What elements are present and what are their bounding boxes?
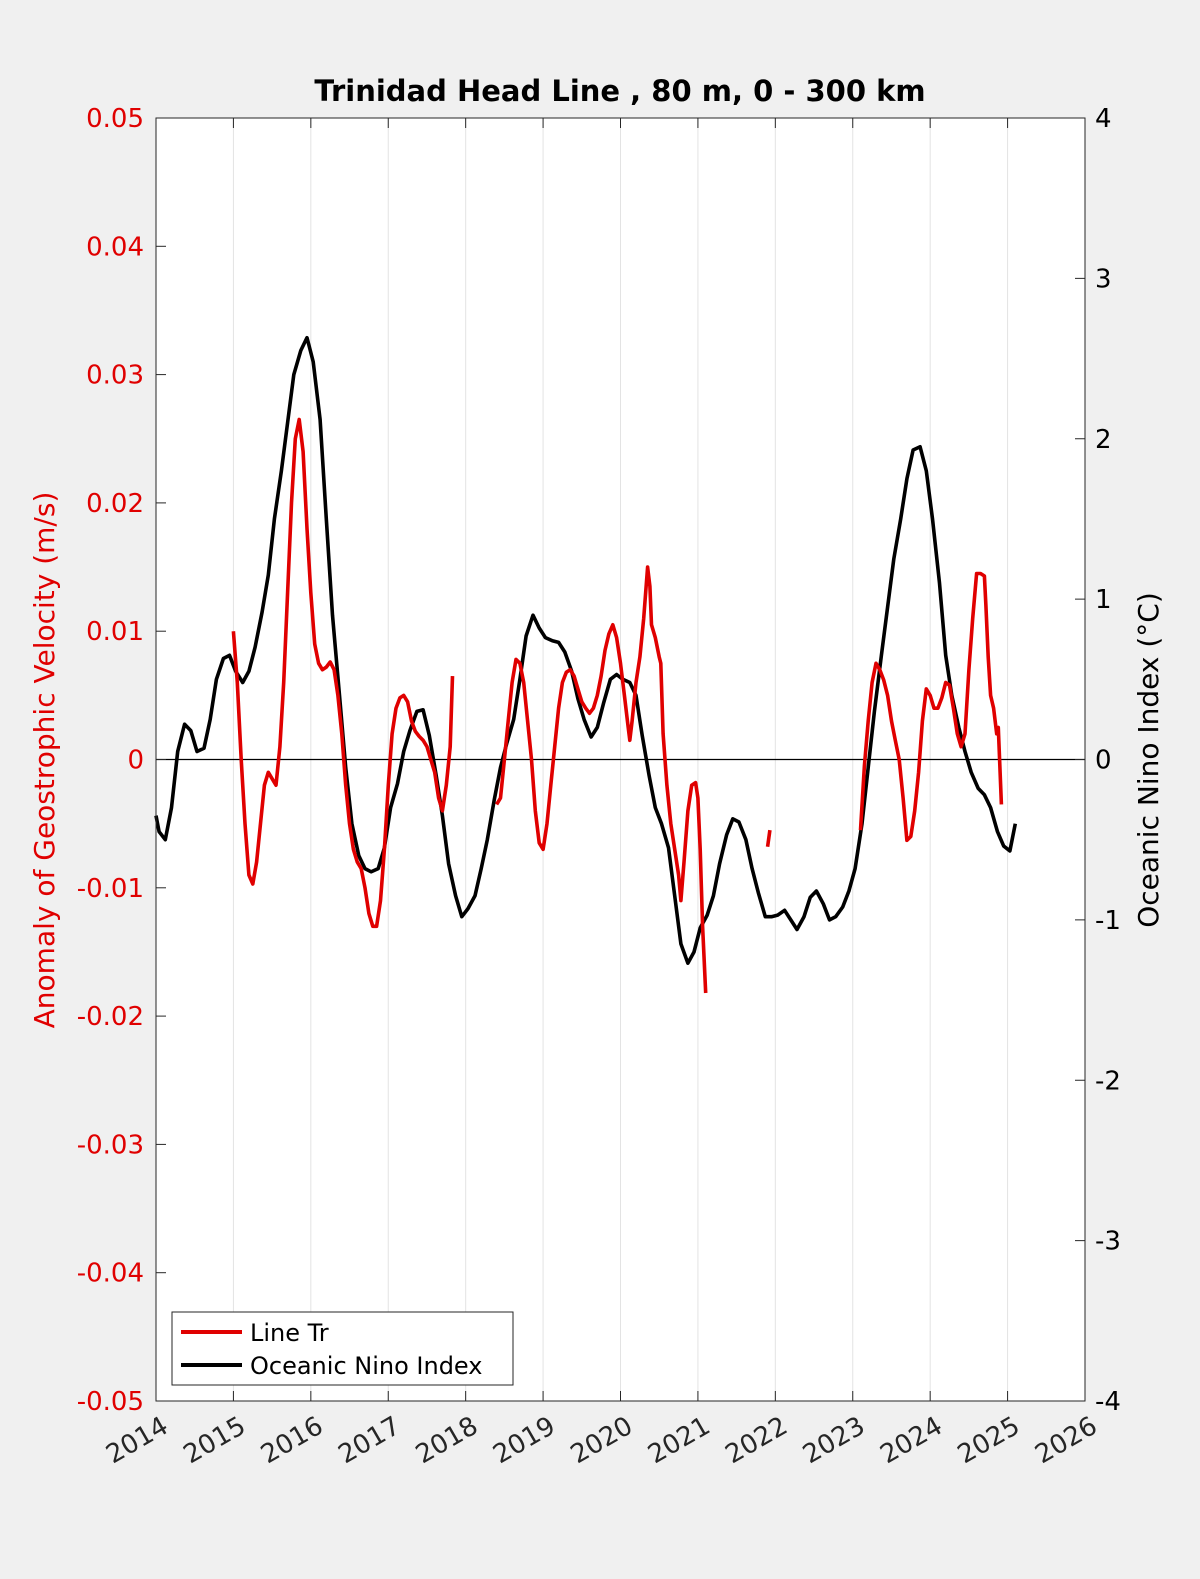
chart-title: Trinidad Head Line , 80 m, 0 - 300 km [314,74,925,108]
legend-box [171,1311,514,1386]
grid-layer [156,118,1085,1401]
y-left-tick-label: -0.02 [77,1002,144,1032]
y-axis-right-label: Oceanic Nino Index (°C) [1132,592,1165,928]
y-left-tick-label: -0.05 [77,1387,144,1417]
y-right-tick-label: -3 [1095,1227,1121,1257]
y-left-tick-label: 0.04 [86,232,144,262]
y-left-tick-label: -0.04 [77,1259,144,1289]
legend: Line Tr Oceanic Nino Index [171,1311,514,1386]
series-line-tr-segment-3 [858,571,1004,843]
legend-label-line-tr: Line Tr [250,1319,329,1347]
tick-layer: 2014 2015 2016 2017 2018 2019 2020 2021 2022 2023… [77,104,1121,1470]
y-right-tick-label: -2 [1095,1066,1121,1096]
series-line-tr-segment-1 [495,565,708,994]
y-right-tick-label: 2 [1095,425,1112,455]
series-oni-segment-0 [154,335,1018,966]
series-line-tr-segment-0 [231,417,455,929]
y-left-tick-label: 0.05 [86,104,144,134]
y-right-tick-label: 3 [1095,264,1112,294]
y-left-tick-label: 0 [127,746,144,776]
y-right-tick-label: 0 [1095,746,1112,776]
series-line-tr-segment-2 [765,829,772,847]
y-left-tick-label: 0.02 [86,489,144,519]
legend-label-oni: Oceanic Nino Index [250,1352,482,1380]
y-right-tick-label: -1 [1095,906,1121,936]
y-right-tick-label: 1 [1095,585,1112,615]
y-left-tick-label: -0.03 [77,1130,144,1160]
y-left-tick-label: 0.01 [86,617,144,647]
y-left-tick-label: -0.01 [77,874,144,904]
y-axis-left-label: Anomaly of Geostrophic Velocity (m/s) [28,492,61,1029]
series-layer [154,335,1018,994]
y-left-tick-label: 0.03 [86,361,144,391]
y-right-tick-label: 4 [1095,104,1112,134]
y-right-tick-label: -4 [1095,1387,1121,1417]
